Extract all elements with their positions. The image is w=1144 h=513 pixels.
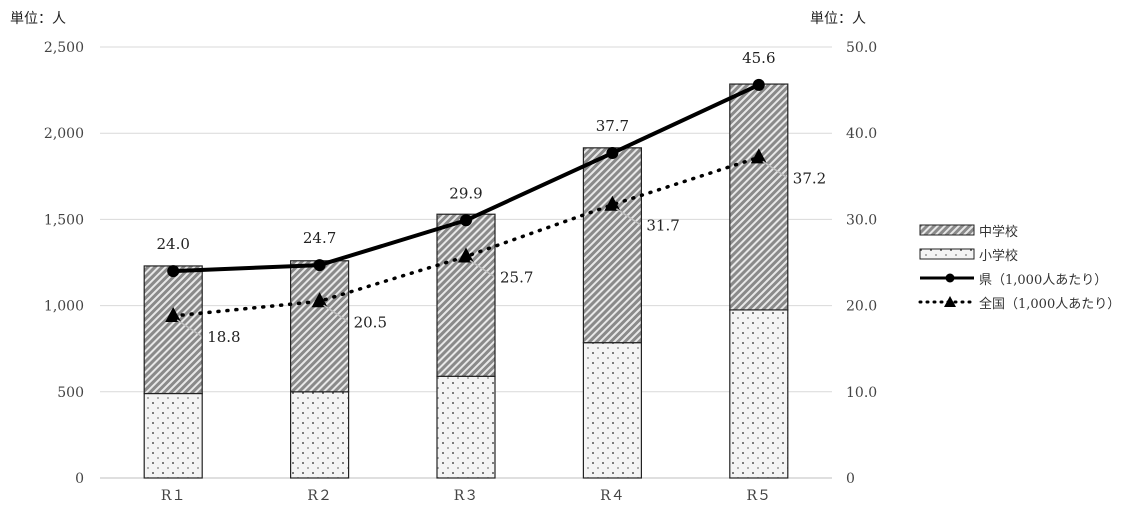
- data-label-prefecture: 37.7: [596, 117, 629, 135]
- legend-swatch-junior-high: [919, 224, 975, 236]
- bar-junior-high: [290, 260, 350, 393]
- marker-national: [604, 195, 621, 211]
- data-label-prefecture: 45.6: [742, 49, 775, 67]
- legend-label-national: 全国（1,000人あたり）: [979, 296, 1121, 312]
- right-tick-label: 30.0: [846, 212, 877, 228]
- marker-prefecture: [167, 265, 180, 278]
- data-label-national: 25.7: [500, 268, 533, 286]
- left-tick-label: 0: [75, 471, 84, 487]
- marker-prefecture: [460, 214, 472, 227]
- right-tick-label: 40.0: [846, 126, 877, 142]
- data-labels: 24.0 24.7 29.9 37.7 45.6 18.8 20.5 25.7 31.7 37.2: [156, 49, 826, 346]
- marker-national: [750, 148, 767, 164]
- lines: [165, 78, 767, 322]
- legend-swatch-national: [918, 296, 976, 307]
- legend-item-national: 全国（1,000人あたり）: [918, 292, 1120, 312]
- left-tick-label: 500: [57, 385, 84, 401]
- bar-elementary: [290, 391, 350, 479]
- data-label-national: 18.8: [207, 328, 240, 346]
- marker-national: [311, 292, 328, 308]
- marker-national: [458, 247, 474, 263]
- bar-junior-high: [729, 83, 789, 311]
- left-unit-label: 単位：人: [10, 11, 66, 27]
- right-tick-label: 0: [846, 471, 855, 487]
- bar-junior-high: [436, 213, 496, 377]
- legend: 中学校 小学校 県（1,000人あたり） 全国（1,000人あたり）: [918, 220, 1120, 316]
- x-tick-label: R５: [747, 488, 772, 504]
- right-tick-label: 50.0: [846, 40, 877, 56]
- bar-junior-high: [582, 147, 643, 344]
- data-label-prefecture: 24.0: [156, 235, 189, 253]
- x-tick-label: R４: [600, 488, 625, 504]
- data-label-national: 37.2: [793, 169, 826, 187]
- x-axis: R１ R２ R３ R４ R５: [161, 488, 771, 504]
- legend-swatch-prefecture: [920, 273, 974, 283]
- left-tick-label: 1,000: [44, 299, 84, 315]
- legend-swatch-elementary: [919, 248, 975, 260]
- marker-prefecture: [313, 259, 326, 272]
- bars: [143, 83, 789, 479]
- right-axis: 0 10.0 20.0 30.0 40.0 50.0: [846, 40, 877, 487]
- left-tick-label: 2,500: [44, 40, 84, 56]
- x-tick-label: R２: [307, 488, 332, 504]
- marker-prefecture: [606, 147, 619, 160]
- right-tick-label: 10.0: [846, 385, 877, 401]
- bar-junior-high: [143, 265, 203, 395]
- right-unit-label: 単位：人: [810, 11, 866, 27]
- legend-label-junior-high: 中学校: [979, 224, 1019, 240]
- left-tick-label: 1,500: [44, 212, 84, 228]
- leader-line-national: [176, 319, 202, 337]
- bar-elementary: [729, 309, 789, 479]
- data-label-national: 31.7: [646, 217, 679, 235]
- bar-elementary: [436, 375, 496, 479]
- legend-item-prefecture: 県（1,000人あたり）: [918, 268, 1120, 288]
- legend-label-prefecture: 県（1,000人あたり）: [979, 272, 1108, 288]
- right-tick-label: 20.0: [846, 299, 877, 315]
- data-label-prefecture: 29.9: [449, 184, 482, 202]
- data-label-prefecture: 24.7: [303, 229, 336, 247]
- marker-prefecture: [752, 78, 765, 91]
- bar-elementary: [143, 392, 203, 479]
- legend-label-elementary: 小学校: [979, 248, 1019, 264]
- leader-line-national: [323, 304, 349, 322]
- marker-national: [165, 306, 182, 322]
- legend-item-junior-high: 中学校: [918, 220, 1120, 240]
- leader-line-national: [615, 208, 641, 226]
- x-tick-label: R１: [161, 488, 186, 504]
- leader-line-national: [469, 259, 495, 278]
- line-national: [171, 155, 761, 318]
- legend-item-elementary: 小学校: [918, 244, 1120, 264]
- data-label-national: 20.5: [354, 313, 387, 331]
- x-tick-label: R３: [454, 488, 479, 504]
- left-axis: 0 500 1,000 1,500 2,000 2,500: [44, 40, 84, 487]
- bar-elementary: [582, 342, 643, 479]
- leader-line-national: [762, 160, 788, 178]
- left-tick-label: 2,000: [44, 126, 84, 142]
